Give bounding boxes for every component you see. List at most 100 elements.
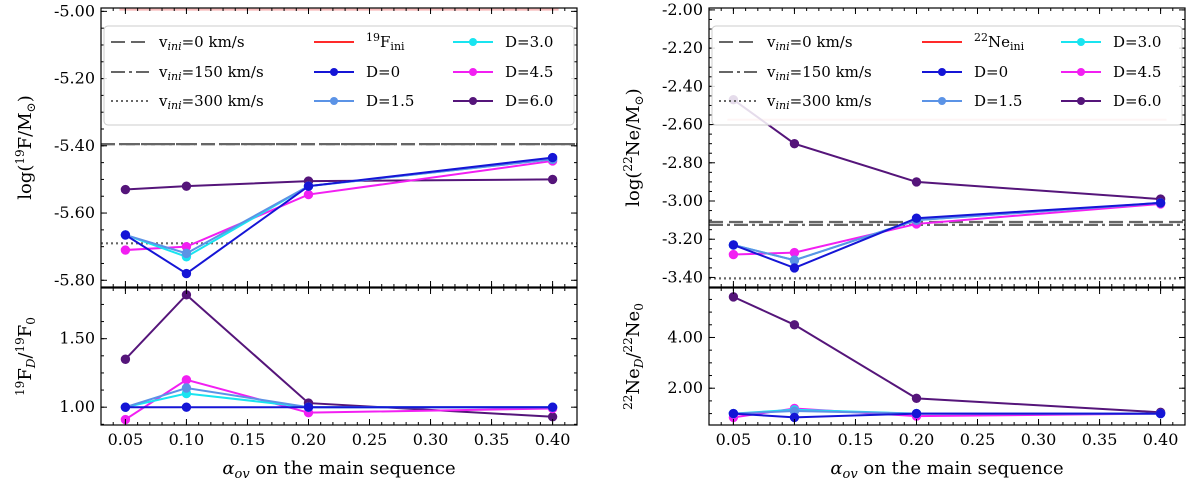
series-line-D=6.0 — [124, 293, 553, 418]
data-point-D=4.5 — [303, 189, 314, 200]
y-tick-label: -3.20 — [662, 229, 703, 248]
bottom-panel-Ne: 2.00 4.00 — [667, 287, 1186, 426]
data-point-D=1.5 — [789, 255, 800, 265]
series-line-D=4.5 — [733, 202, 1161, 256]
series-line-D=3.0 — [125, 158, 553, 258]
legend-label-D=1.5: D=1.5 — [974, 92, 1022, 110]
y-tick-label: 1.00 — [59, 397, 95, 416]
data-point-D=1.5 — [181, 383, 192, 393]
data-point-D=0 — [911, 408, 922, 419]
data-point-D=0 — [547, 402, 558, 412]
legend-marker-D=0 — [938, 68, 946, 76]
x-tick-label: 0.10 — [169, 430, 205, 449]
bottom-panel-F: 1.00 1.50 — [59, 287, 578, 426]
y-tick-label: 1.50 — [59, 329, 95, 348]
series-line-D=0 — [733, 201, 1161, 269]
x-tick-label: 0.30 — [1021, 430, 1057, 449]
y-tick-label: -3.00 — [662, 191, 703, 210]
series-line-D=4.5 — [125, 159, 553, 252]
data-point-D=6.0 — [120, 184, 131, 195]
data-point-D=0 — [120, 230, 131, 240]
y-tick-label: -2.40 — [662, 76, 703, 95]
y-tick-label: -3.40 — [662, 267, 703, 286]
y-tick-label: 2.00 — [667, 378, 703, 397]
data-point-D=0 — [1155, 408, 1166, 419]
legend-label-vini150: vini=150 km/s — [766, 63, 872, 83]
data-point-D=0 — [181, 402, 192, 412]
bottom-y-axis-label: 19FD/19F0 — [13, 317, 38, 396]
data-point-D=6.0 — [911, 393, 922, 404]
legend-label-initial: 19Fini — [366, 31, 405, 53]
top-panel-F: -5.80 -5.60 -5.40 -5.20 -5.00 — [54, 1, 578, 289]
series-line-D=0 — [124, 156, 553, 275]
legend-label-D=3.0: D=3.0 — [1113, 33, 1161, 51]
data-point-D=0 — [728, 240, 739, 250]
legend-label-D=6.0: D=6.0 — [505, 92, 553, 110]
plot-area — [120, 290, 558, 425]
y-tick-label: -2.80 — [662, 153, 703, 172]
y-tick-label: 4.00 — [667, 327, 703, 346]
x-tick-label: 0.10 — [777, 430, 813, 449]
data-point-D=0 — [181, 268, 192, 279]
top-panel-Ne: -3.40 -3.20 -3.00 -2.80 -2.60 -2.40 -2.20 -2.00 — [662, 0, 1186, 288]
legend: vini=0 km/s vini=150 km/s vini=300 km/s 19F… — [103, 25, 575, 126]
y-tick-label: -2.20 — [662, 38, 703, 57]
bottom-y-axis-label: 22NeD/22Ne0 — [621, 303, 646, 410]
y-tick-label: -5.80 — [54, 270, 95, 289]
x-tick-label: 0.05 — [716, 430, 752, 449]
legend-marker-D=4.5 — [469, 68, 477, 76]
legend-label-D=0: D=0 — [974, 63, 1008, 81]
y-tick-label: -5.60 — [54, 203, 95, 222]
x-tick-label: 0.15 — [838, 430, 874, 449]
legend-label-vini300: vini=300 km/s — [158, 92, 264, 112]
y-tick-label: -5.40 — [54, 136, 95, 155]
legend-label-vini0: vini=0 km/s — [766, 33, 853, 53]
legend-label-vini300: vini=300 km/s — [766, 92, 872, 112]
legend-marker-D=4.5 — [1077, 68, 1085, 76]
legend-marker-D=6.0 — [469, 97, 477, 105]
x-axis-label: αov on the main sequence — [222, 458, 455, 482]
legend-marker-D=3.0 — [1077, 38, 1085, 46]
x-tick-label: 0.40 — [535, 430, 571, 449]
series-line-D=0 — [733, 412, 1161, 419]
legend-label-vini0: vini=0 km/s — [158, 33, 245, 53]
data-point-D=6.0 — [181, 181, 192, 191]
plot-area — [101, 8, 577, 279]
x-tick-label: 0.20 — [899, 430, 935, 449]
legend-marker-D=1.5 — [938, 97, 946, 105]
legend-label-D=4.5: D=4.5 — [505, 63, 553, 81]
y-tick-label: -5.00 — [54, 1, 95, 20]
axes-frame — [100, 7, 578, 288]
y-tick-label: -2.60 — [662, 115, 703, 134]
data-point-D=0 — [303, 402, 314, 412]
axes-frame — [708, 287, 1186, 426]
legend-marker-D=0 — [330, 68, 338, 76]
legend-marker-D=1.5 — [330, 97, 338, 105]
data-point-D=0 — [789, 263, 800, 273]
data-point-D=6.0 — [911, 177, 922, 187]
chart-F: -5.80 -5.60 -5.40 -5.20 -5.00 1.00 1.50 0.05 0.1… — [13, 1, 578, 482]
x-tick-label: 0.25 — [352, 430, 388, 449]
legend-label-D=1.5: D=1.5 — [366, 92, 414, 110]
data-point-D=0 — [1155, 198, 1166, 208]
data-point-D=4.5 — [181, 375, 192, 385]
top-y-axis-label: log(19F/M⊙) — [13, 95, 38, 200]
data-point-D=0 — [120, 402, 131, 412]
data-point-D=6.0 — [547, 174, 558, 185]
data-point-D=1.5 — [181, 248, 192, 259]
axes-frame — [708, 7, 1186, 288]
y-tick-label: -2.00 — [662, 0, 703, 19]
y-tick-label: -5.20 — [54, 69, 95, 88]
legend: vini=0 km/s vini=150 km/s vini=300 km/s 22N… — [711, 25, 1183, 126]
data-point-D=0 — [547, 152, 558, 163]
legend-marker-D=6.0 — [1077, 97, 1085, 105]
series-line-D=6.0 — [732, 295, 1161, 414]
x-tick-label: 0.35 — [474, 430, 510, 449]
x-tick-label: 0.20 — [291, 430, 327, 449]
x-tick-label: 0.05 — [108, 430, 144, 449]
data-point-D=6.0 — [120, 354, 131, 364]
data-point-D=6.0 — [789, 320, 800, 330]
x-tick-label: 0.25 — [960, 430, 996, 449]
data-point-D=4.5 — [728, 249, 739, 260]
